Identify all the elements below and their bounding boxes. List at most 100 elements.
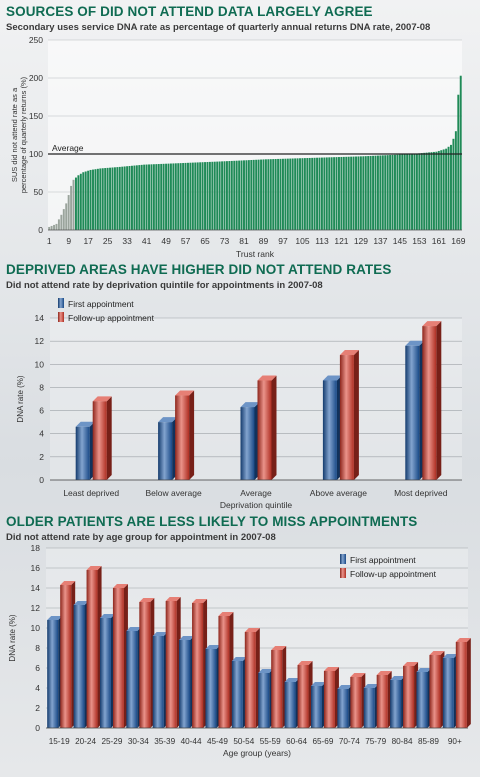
chart2-bar-top [422, 321, 442, 327]
chart1-bar [257, 159, 260, 230]
chart3-legend-swatch-followup [340, 568, 346, 578]
chart1-bar [323, 157, 326, 230]
chart1-bar [452, 138, 455, 230]
chart3-bar-first [390, 680, 402, 728]
chart1-x-tick-label: 137 [373, 236, 387, 246]
chart1-bar [450, 144, 452, 230]
chart1-bar [167, 163, 170, 230]
chart3-bar-top [442, 654, 458, 658]
chart3-bar-first [205, 649, 217, 728]
chart1-bar [143, 164, 146, 230]
chart1-bar [65, 203, 68, 230]
chart1-bar [48, 226, 51, 230]
chart3-bar-first [310, 686, 322, 728]
chart1-bar [372, 155, 375, 230]
chart1-bar [223, 161, 226, 230]
chart2-bar-top [257, 375, 277, 381]
chart1-bar [235, 160, 238, 230]
chart1-bar [87, 170, 90, 230]
chart3-bar-followup [218, 616, 230, 728]
chart3-category-label: 15-19 [49, 737, 70, 746]
chart1-bar [308, 157, 311, 230]
chart3-title: OLDER PATIENTS ARE LESS LIKELY TO MISS A… [6, 514, 418, 529]
age-group-bar-chart: 0 2 4 6 8 10 12 14 16 18 15-19 20-24 25-29 30-34 35-39… [8, 543, 471, 758]
chart2-bar-followup [339, 355, 354, 480]
chart3-bar-first [258, 673, 270, 728]
chart2-title: DEPRIVED AREAS HAVE HIGHER DID NOT ATTEN… [6, 262, 392, 277]
chart1-title: SOURCES OF DID NOT ATTEND DATA LARGELY A… [6, 4, 373, 19]
chart1-bar [148, 164, 150, 230]
chart3-bar-top [323, 667, 339, 671]
chart1-bar [367, 156, 370, 230]
chart3-bar-first [337, 689, 349, 728]
chart3-bar-followup [60, 585, 72, 728]
chart2-bar-followup [422, 326, 437, 480]
chart1-bar [413, 153, 416, 230]
chart3-bar-top [179, 636, 195, 640]
chart3-category-label: 85-89 [418, 737, 439, 746]
chart2-bar-first [240, 407, 255, 480]
chart3-bar-top [152, 632, 168, 636]
chart3-bar-first [152, 636, 164, 728]
chart1-bar [131, 165, 133, 230]
chart2-bar-side [106, 396, 112, 480]
chart1-bar [206, 162, 209, 230]
deprivation-bar-chart: 0 2 4 6 8 10 12 14 Least deprived Below average Av… [16, 298, 462, 510]
chart2-bar-first [158, 422, 173, 480]
chart3-y-tick-label: 4 [35, 683, 40, 693]
chart3-bar-top [126, 627, 142, 631]
chart1-x-tick-label: 57 [181, 236, 191, 246]
chart1-y-tick-label: 50 [34, 187, 44, 197]
chart1-bar [96, 168, 99, 230]
chart1-bar [255, 159, 258, 230]
chart3-bar-first [442, 658, 454, 728]
chart3-bar-top [165, 597, 181, 601]
chart1-bar [191, 162, 194, 230]
chart1-x-tick-label: 129 [354, 236, 368, 246]
chart3-bar-followup [323, 671, 335, 728]
chart1-bar [247, 160, 250, 230]
chart2-y-tick-label: 14 [35, 313, 45, 323]
chart1-subtitle: Secondary uses service DNA rate as perce… [6, 22, 431, 33]
chart1-bar [357, 156, 360, 230]
chart3-bar-top [86, 566, 102, 570]
chart3-bar-top [363, 684, 379, 688]
chart2-bar-side [271, 375, 277, 480]
chart1-x-tick-label: 81 [239, 236, 249, 246]
chart1-bar [347, 156, 350, 230]
chart1-bar [264, 159, 267, 230]
chart1-x-tick-label: 41 [142, 236, 152, 246]
chart3-bar-top [350, 673, 366, 677]
chart2-legend-swatch-followup [58, 312, 64, 322]
chart2-y-tick-label: 8 [39, 382, 44, 392]
chart1-bar [126, 166, 129, 230]
chart3-y-tick-label: 12 [31, 603, 41, 613]
chart1-bar [401, 154, 404, 230]
chart1-bar [269, 159, 272, 230]
chart1-bar [301, 158, 304, 230]
chart3-category-label: 25-29 [101, 737, 122, 746]
chart1-bar [67, 195, 70, 230]
chart1-bar [118, 166, 121, 230]
chart1-bar [92, 169, 94, 230]
chart1-bar [196, 162, 199, 230]
chart1-bar [435, 151, 438, 230]
chart3-bar-top [429, 651, 445, 655]
chart2-bar-followup [175, 395, 190, 480]
chart1-bar [420, 153, 423, 230]
chart1-bar [281, 158, 284, 230]
chart3-subtitle: Did not attend rate by age group for app… [6, 532, 276, 543]
chart1-bar [430, 152, 433, 230]
chart1-bar [423, 152, 426, 230]
chart1-bar [172, 163, 175, 230]
chart1-bar [303, 158, 306, 230]
chart1-bar [70, 185, 73, 230]
chart1-bar [313, 157, 316, 230]
chart1-bar [228, 161, 231, 230]
chart3-y-tick-label: 6 [35, 663, 40, 673]
chart2-bar-followup [92, 401, 107, 480]
chart3-bar-first [126, 631, 138, 728]
chart1-bar [447, 146, 450, 230]
chart1-bar [459, 75, 462, 230]
chart1-y-axis-label-line2: percentage of quarterly returns (%) [19, 76, 28, 193]
